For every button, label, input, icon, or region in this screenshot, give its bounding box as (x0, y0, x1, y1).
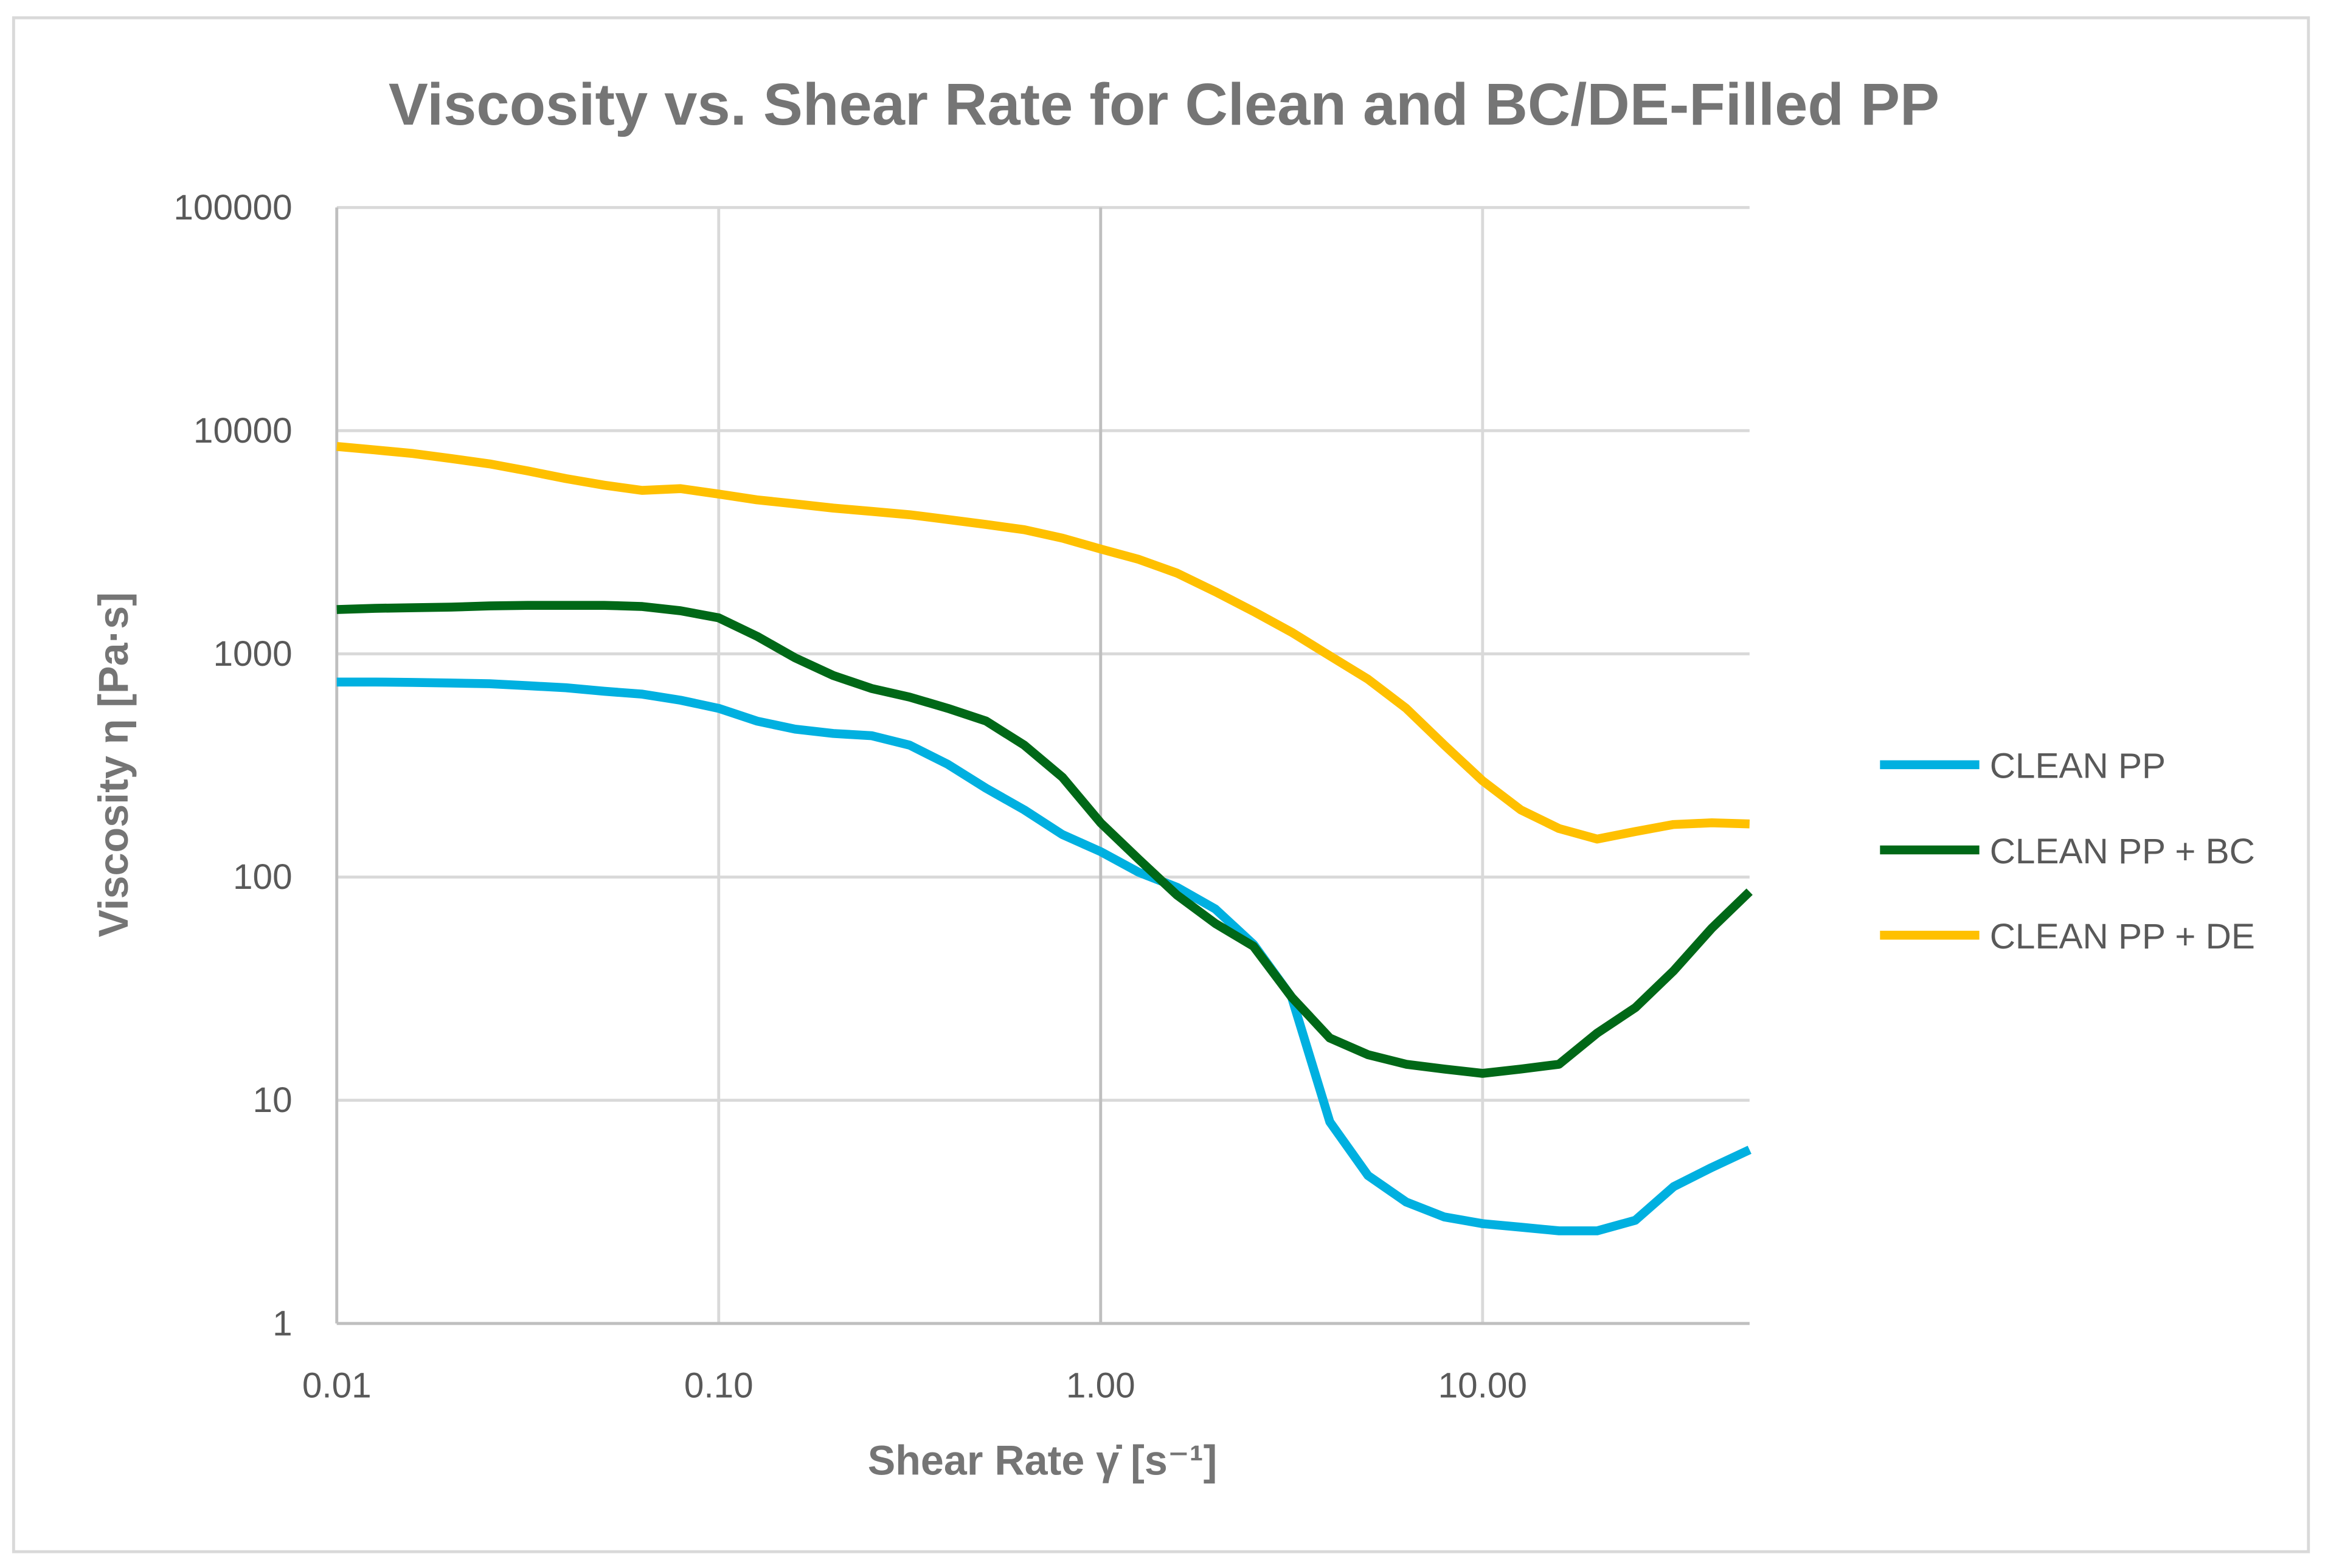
series-line-clean-pp-bc (336, 601, 1753, 1078)
x-tick-label: 10.00 (1438, 1366, 1527, 1406)
series-points-clean-pp-bc (336, 605, 1750, 1074)
series-lines (336, 441, 1753, 1235)
y-tick-label: 100000 (173, 188, 292, 227)
x-tick-label: 0.01 (302, 1366, 372, 1406)
chart-title: Viscosity vs. Shear Rate for Clean and B… (389, 71, 1939, 137)
y-tick-label: 1 (272, 1304, 293, 1343)
legend-label-clean-pp-bc: CLEAN PP + BC (1990, 832, 2255, 871)
legend: CLEAN PP CLEAN PP + BC CLEAN PP + DE (1880, 747, 2255, 956)
x-tick-label: 1.00 (1066, 1366, 1135, 1406)
x-axis-title: Shear Rate γ̇ [s⁻¹] (868, 1437, 1218, 1483)
gridlines (335, 205, 1750, 1325)
y-tick-label: 10 (253, 1080, 293, 1120)
chart-border (12, 16, 2310, 1553)
y-tick-label: 100 (233, 857, 293, 897)
y-tick-label: 10000 (193, 411, 293, 451)
x-tick-label: 0.10 (684, 1366, 754, 1406)
series-line-clean-pp (336, 677, 1752, 1235)
series-line-clean-pp-de (336, 441, 1750, 844)
legend-label-clean-pp-de: CLEAN PP + DE (1990, 917, 2255, 956)
y-tick-labels: 1 10 100 1000 10000 100000 (173, 188, 292, 1344)
x-tick-labels: 0.01 0.10 1.00 10.00 (302, 1366, 1527, 1406)
y-axis-title: Viscosity η [Pa·s] (91, 592, 137, 938)
legend-label-clean-pp: CLEAN PP (1990, 747, 2166, 786)
y-tick-label: 1000 (213, 634, 292, 674)
series-points-clean-pp-de (336, 446, 1750, 840)
